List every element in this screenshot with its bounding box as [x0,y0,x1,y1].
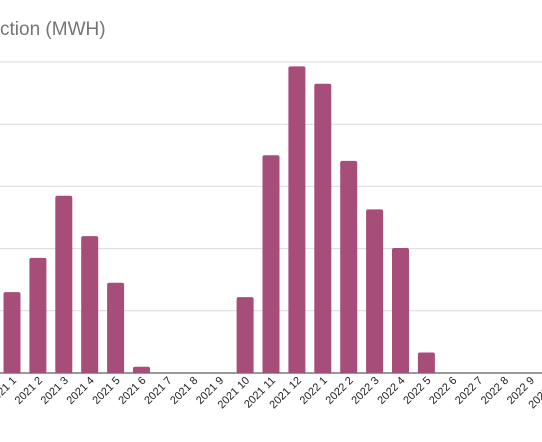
bars [3,66,435,374]
x-tick-label: 2022 2 [324,375,356,407]
bar-2022-4 [392,247,409,373]
bar-2021-2 [29,257,47,373]
x-tick-label: 2022 1 [298,375,330,407]
x-tick-label: 2022 5 [401,375,433,407]
x-tick-label: 2022 8 [479,375,511,407]
x-tick-label: 2022 7 [453,375,485,407]
bar-2021-1 [3,292,21,373]
x-tick-label: 2021 4 [65,375,97,407]
bar-2022-1 [314,83,332,374]
x-tick-label: 2021 2 [13,375,45,407]
bar-2022-2 [340,160,358,373]
x-tick-label: 2021 6 [116,375,148,407]
bar-2021-10 [236,297,254,373]
chart-title: ction (MWH) [0,19,106,40]
x-tick-label: 2021 5 [90,375,122,407]
bar-2021-6 [133,366,150,373]
bar-2021-4 [81,236,99,373]
bar-2021-5 [107,282,125,373]
bar-2022-3 [366,209,384,373]
bar-2021-3 [55,195,73,373]
x-tick-label: 2022 6 [427,375,459,407]
x-tick-label: 2021 7 [142,375,174,407]
bar-2022-5 [417,352,435,373]
x-tick-label: 2021 3 [39,375,71,407]
x-tick-label: 2022 3 [349,375,381,407]
x-tick-label: 2022 4 [375,375,407,407]
x-tick-label: 2021 8 [168,375,200,407]
bar-2021-11 [262,155,280,373]
bar-2021-12 [288,66,306,373]
